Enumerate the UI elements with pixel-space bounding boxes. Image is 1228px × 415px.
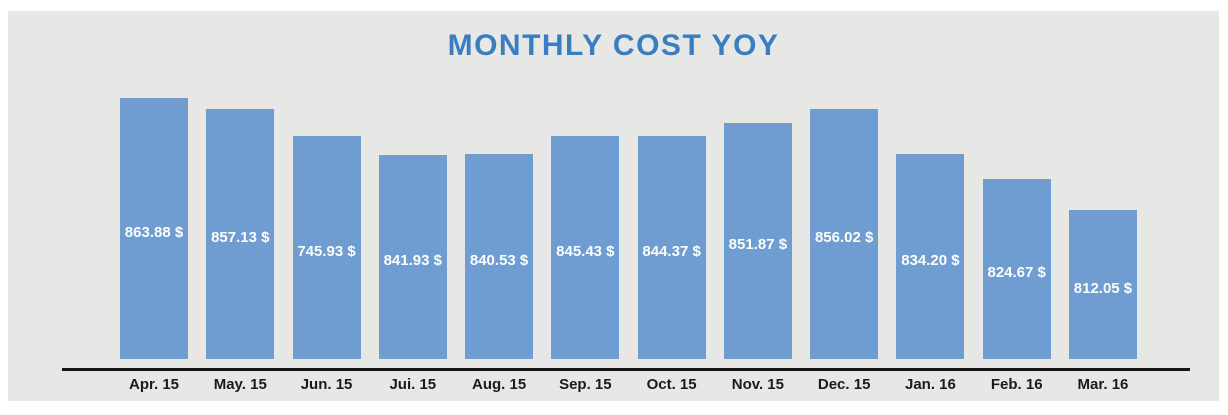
bar-oct-15: 844.37 $ <box>637 136 706 359</box>
bar-nov-15: 851.87 $ <box>723 123 792 359</box>
bar-value-label: 834.20 $ <box>901 251 960 269</box>
x-axis-label: Nov. 15 <box>731 376 784 393</box>
bar-mar-16: 812.05 $ <box>1068 210 1137 359</box>
bar-jui-15: 841.93 $ <box>378 155 447 359</box>
x-axis-label: Aug. 15 <box>471 376 527 393</box>
bar-value-label: 863.88 $ <box>124 223 184 241</box>
x-axis-label: Sep. 15 <box>559 376 612 393</box>
x-axis-label: May. 15 <box>213 376 267 393</box>
chart-panel: MONTHLY COST YOY 863.88 $ 857.13 $ 745.93 … <box>8 11 1219 401</box>
bar-jan-16: 834.20 $ <box>896 154 965 359</box>
x-axis-label: Apr. 15 <box>128 376 180 393</box>
x-axis-label: Dec. 15 <box>817 376 871 393</box>
bar-feb-16: 824.67 $ <box>982 179 1051 359</box>
bar-aug-15: 840.53 $ <box>465 154 534 359</box>
bar-value-label: 840.53 $ <box>469 251 529 269</box>
x-axis-line <box>62 368 1190 371</box>
x-axis-label: Feb. 16 <box>990 376 1043 393</box>
bar-jun-15: 745.93 $ <box>292 136 361 359</box>
bar-may-15: 857.13 $ <box>206 109 275 359</box>
bar-value-label: 856.02 $ <box>814 229 874 246</box>
bar-value-label: 844.37 $ <box>642 242 701 260</box>
bar-value-label: 845.43 $ <box>556 242 615 260</box>
x-axis-label: Jui. 15 <box>389 376 437 393</box>
bar-dec-15: 856.02 $ <box>810 109 879 359</box>
bar-apr-15: 863.88 $ <box>120 98 188 359</box>
x-axis-label: Jan. 16 <box>904 376 956 393</box>
x-axis-label: Jun. 15 <box>300 376 353 393</box>
bar-value-label: 824.67 $ <box>987 264 1046 281</box>
bar-sep-15: 845.43 $ <box>551 136 620 359</box>
x-axis-label: Mar. 16 <box>1077 376 1129 393</box>
bar-value-label: 812.05 $ <box>1073 279 1133 297</box>
x-axis-label: Oct. 15 <box>646 376 697 393</box>
bar-value-label: 851.87 $ <box>728 236 788 253</box>
bar-value-label: 841.93 $ <box>383 252 442 269</box>
bar-value-label: 745.93 $ <box>297 242 356 260</box>
chart-title: MONTHLY COST YOY <box>447 29 780 62</box>
bar-value-label: 857.13 $ <box>211 229 270 246</box>
